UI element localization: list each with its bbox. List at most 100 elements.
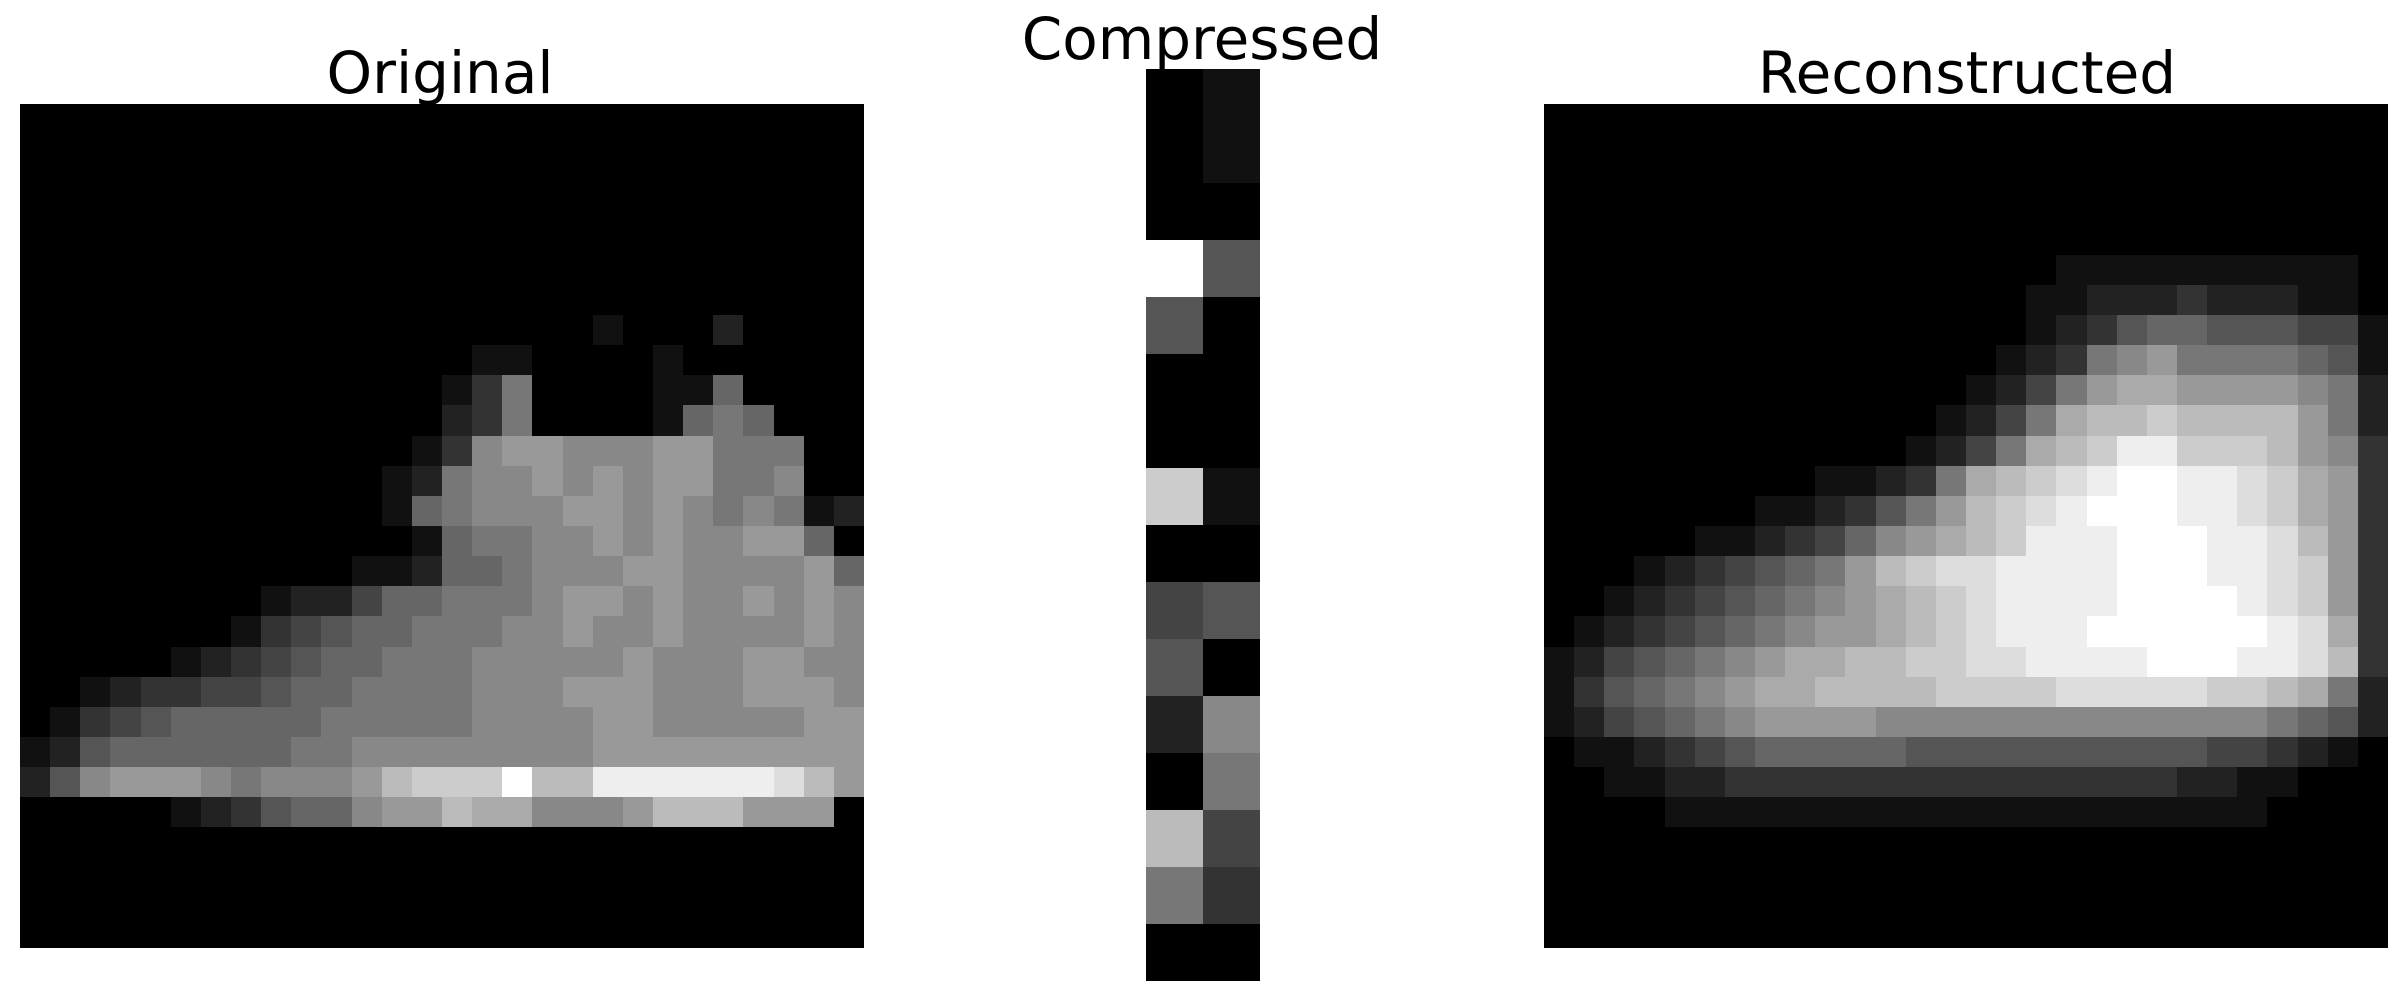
original-pixel [441,857,473,888]
reconstructed-pixel [2207,917,2238,948]
original-pixel [411,194,442,225]
reconstructed-pixel [2056,616,2087,647]
original-pixel [441,887,473,918]
reconstructed-pixel [2237,164,2268,195]
reconstructed-pixel [2116,465,2147,496]
reconstructed-pixel [2207,375,2238,406]
reconstructed-pixel [1996,827,2027,858]
reconstructed-pixel [1634,465,1665,496]
original-pixel [683,345,714,376]
original-pixel [532,857,563,888]
reconstructed-pixel [2207,616,2238,647]
reconstructed-pixel [2267,887,2298,918]
reconstructed-pixel [1574,525,1605,557]
reconstructed-pixel [1664,375,1695,406]
original-pixel [472,345,503,376]
original-pixel [803,465,834,496]
original-pixel [441,646,473,677]
reconstructed-pixel [1785,405,1816,436]
reconstructed-pixel [2237,586,2268,617]
original-pixel [351,736,382,768]
reconstructed-pixel [1905,767,1936,798]
reconstructed-pixel [2116,797,2147,828]
original-pixel [622,495,653,526]
original-pixel [411,345,442,376]
original-pixel [140,797,171,828]
original-pixel [803,736,834,768]
original-pixel [683,254,714,285]
reconstructed-pixel [1965,465,1997,496]
reconstructed-pixel [1785,917,1816,948]
reconstructed-pixel [2056,827,2087,858]
original-pixel [441,797,473,828]
original-pixel [562,314,593,346]
reconstructed-pixel [2237,134,2268,165]
reconstructed-pixel [1604,104,1635,135]
reconstructed-pixel [1785,254,1816,285]
original-pixel [803,104,834,135]
reconstructed-pixel [1785,827,1816,858]
reconstructed-pixel [2086,767,2117,798]
original-pixel [562,104,593,135]
original-pixel [261,827,292,858]
original-pixel [321,646,352,677]
original-pixel [502,435,533,466]
original-pixel [411,827,442,858]
original-pixel [200,525,231,557]
reconstructed-pixel [1694,676,1725,707]
reconstructed-pixel [2297,495,2328,526]
original-pixel [381,525,412,557]
reconstructed-pixel [1754,465,1786,496]
reconstructed-pixel [1815,736,1846,768]
original-pixel [261,375,292,406]
original-pixel [803,767,834,798]
original-pixel [351,556,382,587]
reconstructed-pixel [2086,254,2117,285]
original-pixel [140,224,171,255]
original-pixel [713,767,744,798]
original-pixel [472,134,503,165]
original-pixel [833,104,864,135]
reconstructed-pixel [1724,917,1755,948]
original-pixel [652,646,684,677]
reconstructed-pixel [1905,224,1936,255]
compressed-pixel [1146,69,1203,126]
original-pixel [532,164,563,195]
reconstructed-pixel [1785,676,1816,707]
reconstructed-pixel [1634,254,1665,285]
reconstructed-pixel [1996,465,2027,496]
reconstructed-pixel [1754,435,1786,466]
reconstructed-pixel [1905,797,1936,828]
reconstructed-pixel [1965,495,1997,526]
reconstructed-pixel [2116,405,2147,436]
original-pixel [321,736,352,768]
reconstructed-pixel [2146,525,2177,557]
original-pixel [773,706,804,737]
reconstructed-pixel [1785,465,1816,496]
original-pixel [140,646,171,677]
original-pixel [170,254,201,285]
reconstructed-pixel [2357,194,2388,225]
reconstructed-pixel [1935,435,1966,466]
reconstructed-pixel [1724,706,1755,737]
original-pixel [502,586,533,617]
original-pixel [321,375,352,406]
reconstructed-pixel [1935,857,1966,888]
original-pixel [592,646,623,677]
reconstructed-pixel [1875,676,1906,707]
reconstructed-pixel [2297,676,2328,707]
compressed-pixel [1146,183,1203,240]
reconstructed-pixel [2237,254,2268,285]
original-pixel [381,375,412,406]
reconstructed-pixel [2056,767,2087,798]
original-pixel [441,917,473,948]
original-pixel [803,556,834,587]
original-pixel [170,556,201,587]
reconstructed-pixel [2297,104,2328,135]
reconstructed-pixel [1875,556,1906,587]
reconstructed-pixel [2357,254,2388,285]
reconstructed-pixel [2026,284,2057,315]
original-pixel [713,736,744,768]
reconstructed-pixel [2026,857,2057,888]
reconstructed-pixel [1815,616,1846,647]
